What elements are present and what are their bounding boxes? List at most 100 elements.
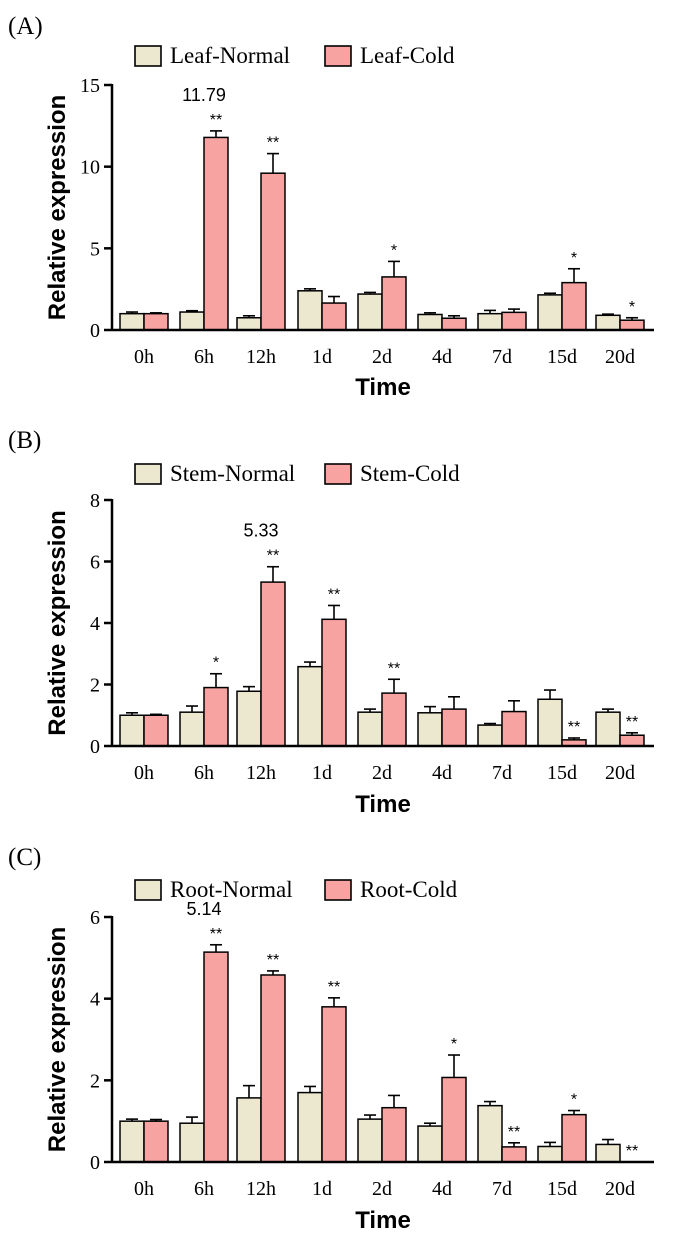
y-axis-label: Relative expression: [44, 927, 71, 1152]
x-tick-label: 15d: [547, 1178, 577, 1200]
peak-value-label: 11.79: [182, 85, 226, 105]
x-tick-label: 15d: [547, 762, 577, 784]
bar: [321, 302, 347, 331]
significance-marker: **: [267, 135, 279, 152]
bar: [595, 711, 621, 747]
significance-marker: **: [328, 586, 340, 603]
x-tick-label: 0h: [134, 346, 154, 368]
x-tick-label: 7d: [492, 762, 512, 784]
legend-swatch: [134, 463, 162, 485]
x-tick-label: 1d: [312, 1178, 332, 1200]
bar: [203, 951, 229, 1163]
significance-marker: *: [391, 242, 397, 259]
x-tick-label: 1d: [312, 346, 332, 368]
bar: [260, 974, 286, 1163]
bar: [477, 1104, 503, 1163]
legend-swatch: [134, 45, 162, 67]
bar: [561, 281, 587, 331]
bar: [537, 698, 563, 747]
significance-marker: **: [267, 952, 279, 969]
bar: [119, 312, 145, 331]
legend-label: Leaf-Normal: [170, 43, 290, 68]
y-tick-label: 15: [80, 75, 100, 97]
bar: [119, 1120, 145, 1163]
bar: [119, 714, 145, 747]
significance-marker: *: [451, 1036, 457, 1053]
x-tick-label: 1d: [312, 762, 332, 784]
bar: [236, 690, 262, 747]
legend-swatch: [324, 463, 352, 485]
x-tick-label: 2d: [372, 346, 392, 368]
panel-letter: (B): [8, 427, 41, 454]
bar: [619, 319, 645, 331]
bar: [595, 314, 621, 331]
bar: [501, 311, 527, 331]
significance-marker: *: [571, 1092, 577, 1109]
bar: [179, 311, 205, 331]
significance-marker: **: [328, 979, 340, 996]
peak-value-label: 5.33: [243, 521, 278, 541]
x-tick-label: 7d: [492, 346, 512, 368]
bar: [143, 714, 169, 747]
bar: [477, 312, 503, 331]
panel-letter: (C): [8, 844, 41, 871]
significance-marker: **: [267, 548, 279, 565]
y-tick-label: 0: [90, 736, 100, 758]
significance-marker: *: [213, 655, 219, 672]
y-axis-label: Relative expression: [44, 510, 71, 735]
y-tick-label: 5: [90, 238, 100, 260]
bar: [381, 1106, 407, 1163]
significance-marker: **: [388, 660, 400, 677]
x-tick-label: 0h: [134, 762, 154, 784]
peak-value-label: 5.14: [186, 899, 221, 919]
x-tick-label: 6h: [194, 762, 214, 784]
significance-marker: *: [629, 299, 635, 316]
x-tick-label: 6h: [194, 346, 214, 368]
bar: [297, 290, 323, 331]
x-tick-label: 4d: [432, 346, 452, 368]
bar: [561, 1113, 587, 1163]
y-tick-label: 2: [90, 675, 100, 697]
x-axis-label: Time: [355, 791, 411, 818]
bar: [236, 317, 262, 331]
bar: [501, 710, 527, 747]
legend-label: Stem-Normal: [170, 461, 295, 486]
bar: [381, 276, 407, 331]
y-tick-label: 4: [90, 989, 100, 1011]
bar: [203, 686, 229, 747]
bar: [417, 1125, 443, 1163]
significance-marker: **: [626, 1143, 638, 1160]
legend-label: Leaf-Cold: [360, 43, 455, 68]
x-tick-label: 6h: [194, 1178, 214, 1200]
significance-marker: *: [571, 250, 577, 267]
bar: [297, 665, 323, 747]
x-tick-label: 4d: [432, 762, 452, 784]
y-tick-label: 0: [90, 1152, 100, 1174]
bar: [321, 1006, 347, 1163]
bar: [595, 1143, 621, 1163]
bar: [619, 734, 645, 747]
x-tick-label: 2d: [372, 762, 392, 784]
bar: [321, 618, 347, 747]
y-tick-label: 2: [90, 1070, 100, 1092]
x-tick-label: 7d: [492, 1178, 512, 1200]
bar: [381, 692, 407, 747]
x-tick-label: 20d: [605, 762, 635, 784]
legend-label: Stem-Cold: [360, 461, 460, 486]
bar: [357, 293, 383, 331]
legend-swatch: [134, 879, 162, 901]
chart-panel-3: (C) Root-Normal Root-Cold Relative expressi…: [8, 844, 654, 1234]
x-tick-label: 15d: [547, 346, 577, 368]
significance-marker: **: [626, 714, 638, 731]
y-tick-label: 10: [80, 157, 100, 179]
legend-swatch: [324, 879, 352, 901]
x-tick-label: 12h: [246, 1178, 276, 1200]
bar: [179, 1122, 205, 1163]
bar: [441, 708, 467, 747]
bar: [417, 313, 443, 331]
bar: [260, 581, 286, 747]
bar: [357, 1118, 383, 1163]
x-tick-label: 12h: [246, 346, 276, 368]
y-tick-label: 6: [90, 907, 100, 929]
